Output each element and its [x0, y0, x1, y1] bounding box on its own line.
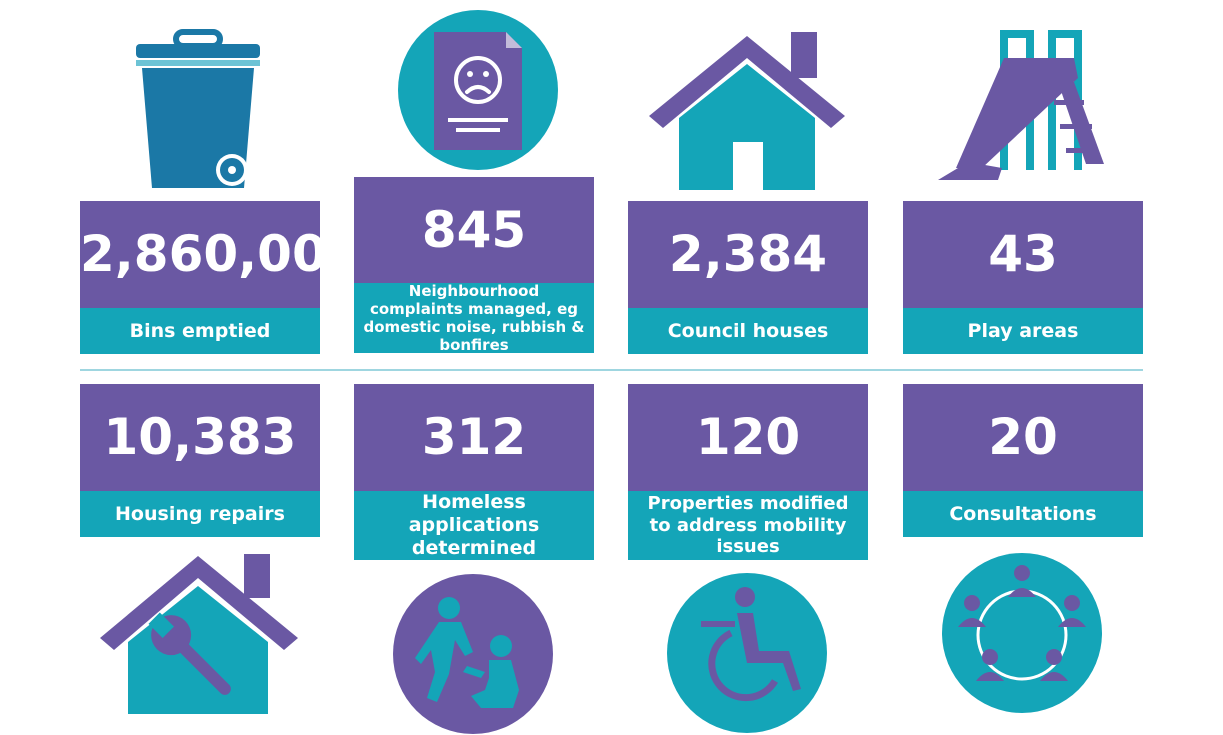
people-circle-icon	[942, 553, 1102, 713]
slide-icon	[938, 30, 1104, 180]
complaint-document-icon	[398, 10, 558, 170]
stat-homeless-applications: 312 Homeless applications determined	[354, 384, 594, 560]
stat-value: 2,384	[628, 201, 868, 308]
stat-value: 10,383	[80, 384, 320, 491]
stat-label: Council houses	[628, 308, 868, 354]
wheelchair-icon	[667, 573, 827, 733]
stat-housing-repairs: 10,383 Housing repairs	[80, 384, 320, 537]
stat-play-areas: 43 Play areas	[903, 201, 1143, 354]
stat-neighbourhood-complaints: 845 Neighbourhood complaints managed, eg…	[354, 177, 594, 354]
stat-label: Play areas	[903, 308, 1143, 354]
stat-consultations: 20 Consultations	[903, 384, 1143, 537]
stat-label: Homeless applications determined	[354, 491, 594, 560]
stat-value: 43	[903, 201, 1143, 308]
stat-bins-emptied: 2,860,000 Bins emptied	[80, 201, 362, 354]
wheelie-bin-icon	[136, 29, 260, 188]
stat-label: Neighbourhood complaints managed, eg dom…	[354, 282, 594, 354]
stat-value: 845	[354, 177, 594, 283]
stat-value: 20	[903, 384, 1143, 491]
stat-label: Bins emptied	[80, 308, 320, 354]
stat-value: 312	[354, 384, 594, 491]
helping-person-icon	[393, 574, 553, 734]
house-icon	[649, 32, 845, 190]
house-wrench-icon	[100, 554, 298, 714]
section-divider	[80, 369, 1143, 371]
stat-label: Housing repairs	[80, 491, 320, 537]
stat-label: Properties modified to address mobility …	[628, 491, 868, 560]
stat-value: 2,860,000	[80, 201, 362, 308]
stat-label: Consultations	[903, 491, 1143, 537]
stat-council-houses: 2,384 Council houses	[628, 201, 868, 354]
stat-properties-modified: 120 Properties modified to address mobil…	[628, 384, 868, 560]
stat-value: 120	[628, 384, 868, 491]
